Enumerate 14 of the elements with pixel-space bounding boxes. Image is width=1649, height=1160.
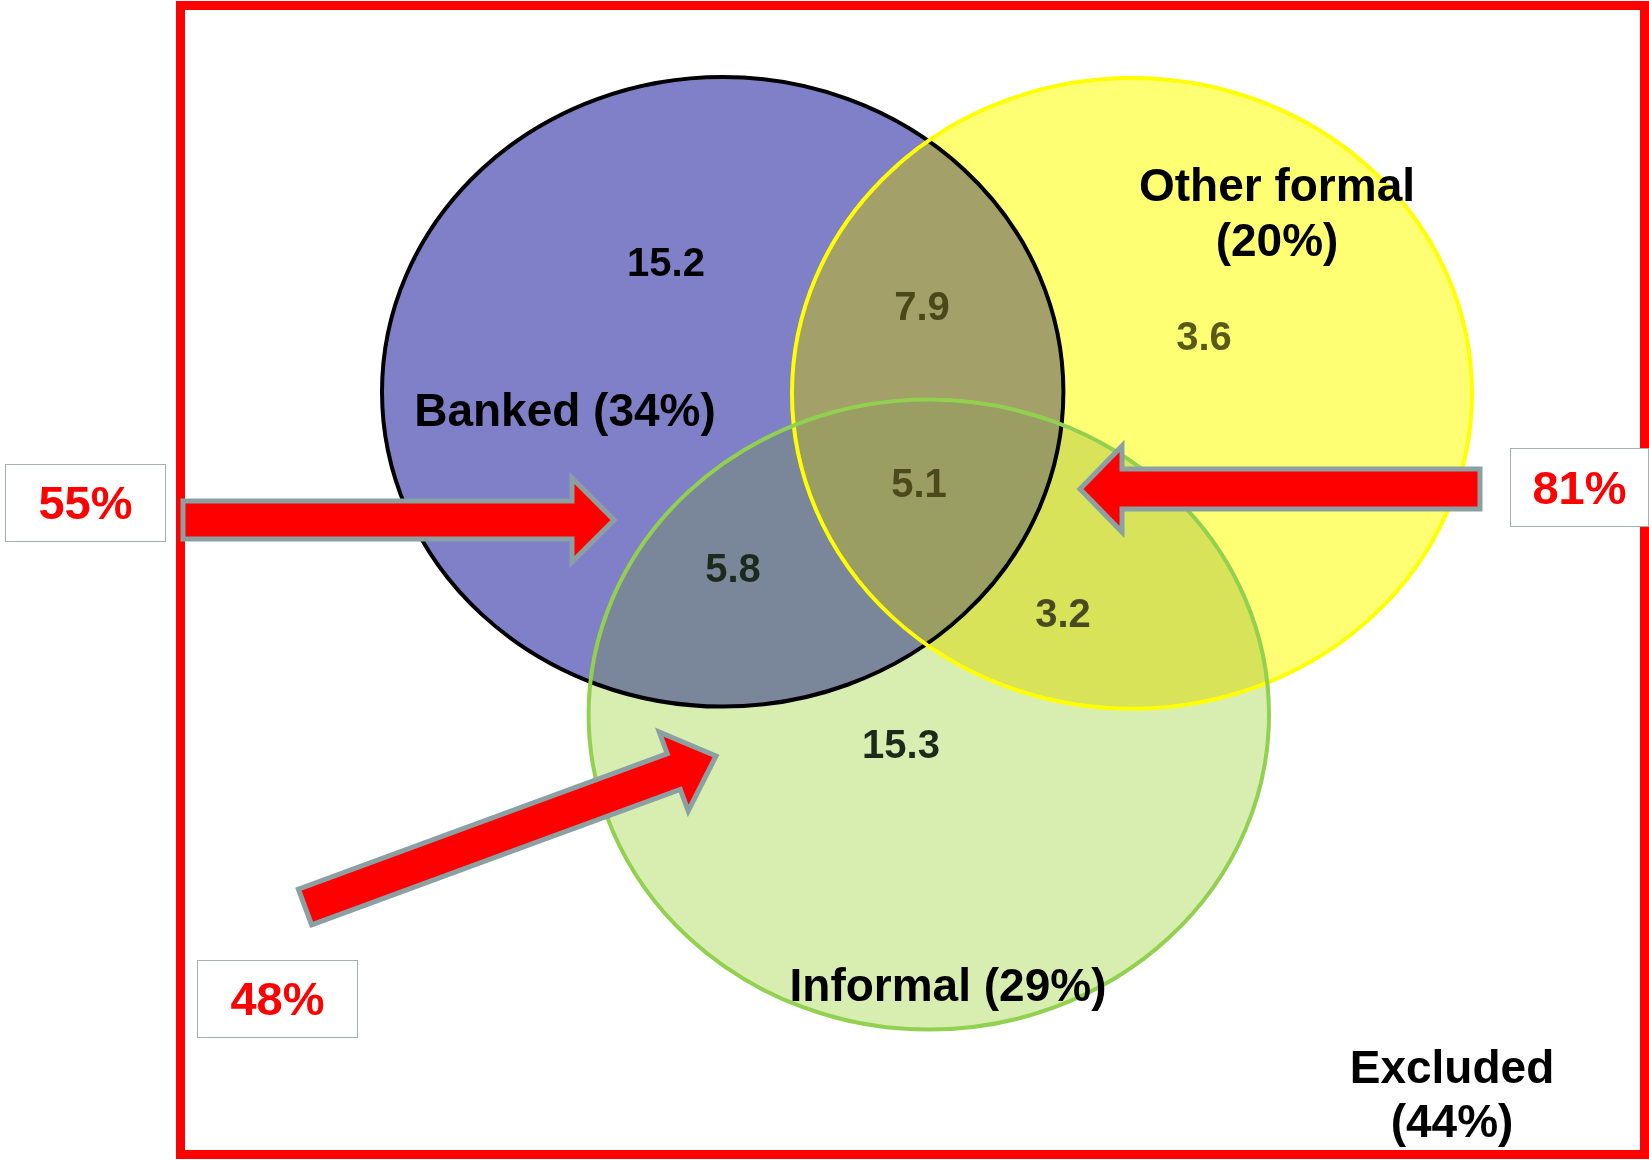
text: Informal (29%): [789, 958, 1107, 1013]
text: 55%: [38, 476, 133, 529]
data-label: 15.3: [862, 722, 940, 766]
text: Excluded (44%): [1348, 1040, 1556, 1148]
data-label: 5.8: [705, 546, 761, 590]
text: Banked (34%): [414, 383, 716, 438]
data-label: 5.1: [891, 461, 947, 505]
data-label: 3.6: [1176, 314, 1232, 358]
data-label: 7.9: [894, 284, 950, 328]
text: Other formal (20%): [1137, 158, 1416, 268]
text: 81%: [1532, 460, 1627, 514]
data-label: 3.2: [1035, 591, 1091, 635]
data-label: 15.2: [627, 240, 705, 284]
text: 48%: [230, 972, 325, 1025]
